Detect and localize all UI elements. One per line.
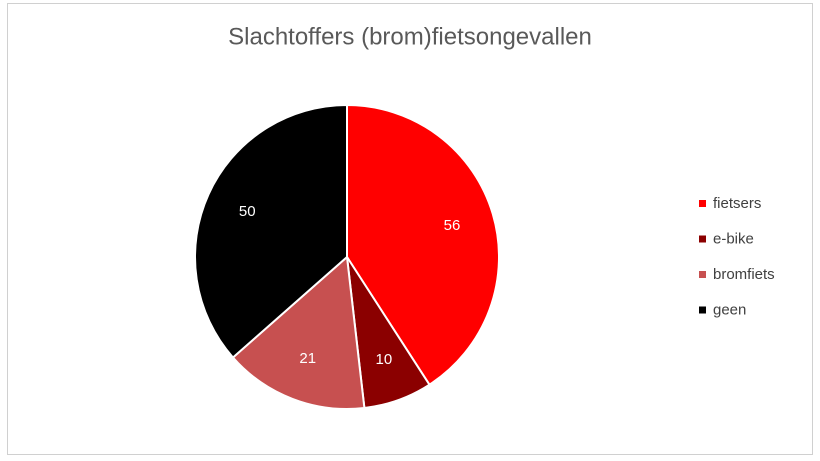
- legend-swatch: [699, 200, 706, 207]
- legend-label: fietsers: [713, 195, 761, 212]
- legend-label: geen: [713, 301, 746, 318]
- pie-slice: [231, 254, 366, 410]
- legend-swatch: [699, 271, 706, 278]
- data-label: 56: [444, 217, 461, 234]
- data-label: 50: [239, 203, 256, 220]
- pie-slice: [194, 103, 348, 359]
- data-label: 10: [376, 351, 393, 368]
- data-label: 21: [299, 350, 316, 367]
- legend-swatch: [699, 306, 706, 314]
- legend-label: e-bike: [713, 230, 754, 247]
- legend-label: bromfiets: [713, 266, 775, 283]
- legend-swatch: [699, 235, 706, 243]
- chart-title: Slachtoffers (brom)fietsongevallen: [228, 23, 592, 50]
